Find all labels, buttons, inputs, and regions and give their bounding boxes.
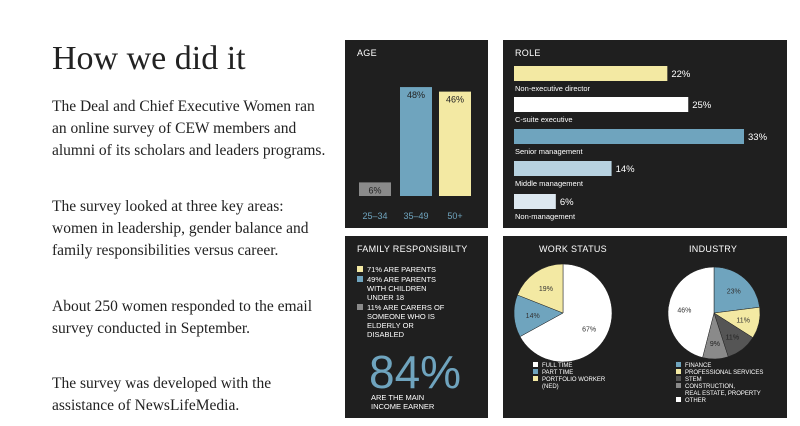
work-slice <box>519 263 613 363</box>
work-slice <box>517 263 564 314</box>
age-bar-label: 46% <box>446 95 464 105</box>
age-bar <box>439 91 471 196</box>
family-big-caption: ARE THE MAIN <box>371 393 424 402</box>
age-category-label: 50+ <box>447 211 462 221</box>
intro-paragraph: The survey was developed with the assist… <box>52 375 272 414</box>
work-legend-text: PORTFOLIO WORKER <box>542 377 606 383</box>
work-slice-label: 14% <box>526 313 540 320</box>
family-big-caption: INCOME EARNER <box>371 402 435 411</box>
role-bar <box>514 97 689 112</box>
work-legend-text: (NED) <box>542 384 559 390</box>
age-panel: AGE 6% 25–34 48% 35–49 46% 50+ <box>345 40 488 228</box>
intro-paragraph: The survey looked at three key areas: wo… <box>52 198 309 259</box>
family-big-value: 84% <box>369 346 461 398</box>
role-bar <box>514 194 556 209</box>
family-legend-text: ELDERLY OR <box>367 321 414 330</box>
role-bar-label: 25% <box>692 100 712 111</box>
age-chart: 6% 25–34 48% 35–49 46% 50+ <box>359 87 471 221</box>
family-legend-swatch <box>357 266 363 272</box>
role-category-label: Senior management <box>515 147 583 156</box>
age-title: AGE <box>357 48 377 58</box>
family-legend-text: DISABLED <box>367 330 405 339</box>
work-title: WORK STATUS <box>539 244 607 254</box>
page-title: How we did it <box>52 40 246 77</box>
family-legend-text: 11% ARE CARERS OF <box>367 303 445 312</box>
industry-slice-label: 11% <box>726 335 740 342</box>
intro-paragraph: The Deal and Chief Executive Women ran a… <box>52 98 326 159</box>
work-legend-text: PART TIME <box>542 370 573 376</box>
family-panel: FAMILY RESPONSIBILTY 71% ARE PARENTS 49% … <box>345 236 488 418</box>
industry-legend-text: REAL ESTATE, PROPERTY <box>685 391 761 397</box>
family-legend-text: WITH CHILDREN <box>367 284 427 293</box>
industry-legend-swatch <box>676 376 681 381</box>
work-legend-swatch <box>533 362 538 367</box>
role-category-label: Non-executive director <box>515 84 591 93</box>
role-bar-label: 6% <box>560 197 574 208</box>
role-bar-label: 22% <box>671 69 691 80</box>
role-category-label: C-suite executive <box>515 115 573 124</box>
age-bar-label: 6% <box>368 185 381 195</box>
family-legend-text: 71% ARE PARENTS <box>367 265 436 274</box>
industry-slice-label: 11% <box>736 318 750 325</box>
role-category-label: Middle management <box>515 179 584 188</box>
family-legend-swatch <box>357 304 363 310</box>
age-bar <box>400 87 432 196</box>
industry-legend-swatch <box>676 397 681 402</box>
industry-title: INDUSTRY <box>689 244 738 254</box>
role-bar <box>514 161 612 176</box>
industry-slice <box>713 266 760 314</box>
role-category-label: Non-management <box>515 212 576 221</box>
industry-slice-label: 46% <box>677 307 691 314</box>
work-legend-swatch <box>533 376 538 381</box>
family-legend-swatch <box>357 276 363 282</box>
industry-legend-swatch <box>676 362 681 367</box>
role-bar-label: 33% <box>748 132 768 143</box>
work-legend-text: FULL TIME <box>542 363 572 369</box>
age-bar-label: 48% <box>407 90 425 100</box>
age-category-label: 35–49 <box>403 211 428 221</box>
industry-legend-text: PROFESSIONAL SERVICES <box>685 370 763 376</box>
role-bar-label: 14% <box>616 164 636 175</box>
role-chart: 22% Non-executive director 25% C-suite exec… <box>514 66 768 221</box>
work-slice-label: 19% <box>539 286 553 293</box>
industry-slice-label: 23% <box>727 289 741 296</box>
work-slice-label: 67% <box>582 326 596 333</box>
industry-legend-text: CONSTRUCTION, <box>685 384 735 390</box>
industry-legend-text: OTHER <box>685 398 707 404</box>
industry-legend-swatch <box>676 383 681 388</box>
industry-legend-text: STEM <box>685 377 702 383</box>
intro-paragraph: About 250 women responded to the email s… <box>52 298 313 337</box>
industry-slice <box>667 266 715 358</box>
age-category-label: 25–34 <box>362 211 387 221</box>
age-bar <box>359 182 391 196</box>
industry-legend-swatch <box>676 369 681 374</box>
family-legend-text: UNDER 18 <box>367 293 404 302</box>
work-legend-swatch <box>533 369 538 374</box>
family-legend-text: 49% ARE PARENTS <box>367 275 436 284</box>
role-panel: ROLE 22% Non-executive director 25% C-suite… <box>503 40 787 228</box>
role-bar <box>514 129 744 144</box>
role-bar <box>514 66 668 81</box>
industry-legend-text: FINANCE <box>685 363 711 369</box>
family-legend-text: SOMEONE WHO IS <box>367 312 435 321</box>
role-title: ROLE <box>515 48 541 58</box>
family-title: FAMILY RESPONSIBILTY <box>357 244 468 254</box>
industry-slice-label: 9% <box>710 341 720 348</box>
work-industry-panel: WORK STATUS INDUSTRY 67% 14% 19% 23% 11% 11% 9… <box>503 236 787 418</box>
